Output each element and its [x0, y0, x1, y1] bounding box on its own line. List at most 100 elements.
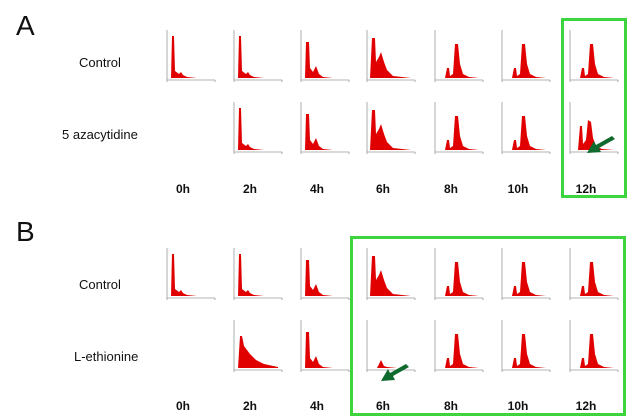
panel-b-time-12h: 12h [575, 399, 597, 413]
histogram-area [572, 120, 614, 150]
histogram-axis [233, 320, 283, 372]
histogram-p2-r1-c1 [157, 242, 221, 306]
histogram-axis [366, 30, 416, 82]
histogram-axis [366, 248, 416, 300]
histogram-area [504, 262, 546, 296]
panel-b-time-0h: 0h [175, 399, 190, 413]
histogram-area [236, 108, 278, 150]
histogram-area [572, 44, 614, 78]
histogram-area [169, 254, 211, 296]
panel-a-time-0h: 0h [175, 182, 190, 196]
panel-b-letter: B [16, 216, 35, 247]
histogram-area [437, 44, 479, 78]
histogram-axis [233, 30, 283, 82]
histogram-p2-r1-c3 [291, 242, 355, 306]
histogram-area [369, 110, 411, 150]
panel-a-arrow-icon [587, 136, 615, 153]
panel-b-time-6h: 6h [375, 399, 390, 413]
histogram-axis [501, 320, 551, 372]
histogram-area [504, 44, 546, 78]
histogram-area [303, 114, 345, 150]
histogram-p1-r1-c5 [425, 24, 489, 88]
histogram-p2-r2-c7 [560, 314, 624, 378]
histogram-axis [233, 102, 283, 154]
histogram-area [236, 254, 278, 296]
panel-a-time-4h: 4h [309, 182, 324, 196]
histogram-p1-r1-c4 [357, 24, 421, 88]
histogram-axis [501, 248, 551, 300]
histogram-area [236, 336, 278, 368]
histogram-p2-r1-c5 [425, 242, 489, 306]
panel-b-time-4h: 4h [309, 399, 324, 413]
histogram-p1-r2-c2 [224, 96, 288, 160]
panel-a-row-azacytidine-label: 5 azacytidine [62, 127, 138, 142]
histogram-p2-r1-c4 [357, 242, 421, 306]
histogram-p1-r2-c3 [291, 96, 355, 160]
panel-b-time-10h: 10h [507, 399, 529, 413]
histogram-area [369, 256, 411, 296]
panel-a-letter: A [16, 10, 35, 41]
histogram-axis [300, 248, 350, 300]
panel-a-time-2h: 2h [242, 182, 257, 196]
histogram-p1-r1-c6 [492, 24, 556, 88]
panel-b-time-8h: 8h [443, 399, 458, 413]
histogram-axis [569, 102, 619, 154]
histogram-area [437, 262, 479, 296]
histogram-p2-r1-c2 [224, 242, 288, 306]
histogram-axis [569, 30, 619, 82]
histogram-area [504, 334, 546, 368]
panel-a-time-8h: 8h [443, 182, 458, 196]
histogram-area [236, 36, 278, 78]
panel-a-time-6h: 6h [375, 182, 390, 196]
histogram-area [169, 36, 211, 78]
panel-a-time-12h: 12h [575, 182, 597, 196]
histogram-axis [501, 102, 551, 154]
panel-b-time-2h: 2h [242, 399, 257, 413]
panel-b-row-ethionine-label: L-ethionine [74, 349, 139, 364]
histogram-axis [434, 102, 484, 154]
panel-a-row-control-label: Control [79, 55, 121, 70]
histogram-p1-r2-c6 [492, 96, 556, 160]
panel-a-highlight-box [561, 18, 627, 198]
histogram-axis [569, 248, 619, 300]
histogram-axis [434, 248, 484, 300]
histogram-p1-r2-c7 [560, 96, 624, 160]
histogram-area [572, 334, 614, 368]
histogram-axis [233, 248, 283, 300]
histogram-p1-r2-c5 [425, 96, 489, 160]
histogram-axis [300, 30, 350, 82]
histogram-axis [434, 320, 484, 372]
histogram-area [303, 332, 345, 368]
histogram-axis [166, 248, 216, 300]
histogram-p2-r1-c7 [560, 242, 624, 306]
histogram-axis [569, 320, 619, 372]
histogram-p2-r2-c6 [492, 314, 556, 378]
histogram-area [369, 360, 411, 368]
histogram-p2-r1-c6 [492, 242, 556, 306]
histogram-area [369, 38, 411, 78]
histogram-axis [166, 30, 216, 82]
histogram-p1-r1-c2 [224, 24, 288, 88]
histogram-axis [434, 30, 484, 82]
histogram-axis [501, 30, 551, 82]
histogram-p2-r2-c3 [291, 314, 355, 378]
histogram-area [572, 262, 614, 296]
histogram-p2-r2-c5 [425, 314, 489, 378]
histogram-area [303, 42, 345, 78]
histogram-area [303, 260, 345, 296]
panel-b-arrow-icon [381, 364, 409, 381]
histogram-p1-r1-c1 [157, 24, 221, 88]
histogram-axis [300, 320, 350, 372]
panel-a-time-10h: 10h [507, 182, 529, 196]
histogram-p2-r2-c2 [224, 314, 288, 378]
histogram-p1-r2-c4 [357, 96, 421, 160]
histogram-area [504, 116, 546, 150]
panel-b-row-control-label: Control [79, 277, 121, 292]
histogram-area [437, 334, 479, 368]
histogram-p1-r1-c3 [291, 24, 355, 88]
histogram-axis [300, 102, 350, 154]
histogram-axis [366, 102, 416, 154]
histogram-p1-r1-c7 [560, 24, 624, 88]
panel-b-highlight-box [350, 236, 626, 416]
histogram-area [437, 116, 479, 150]
